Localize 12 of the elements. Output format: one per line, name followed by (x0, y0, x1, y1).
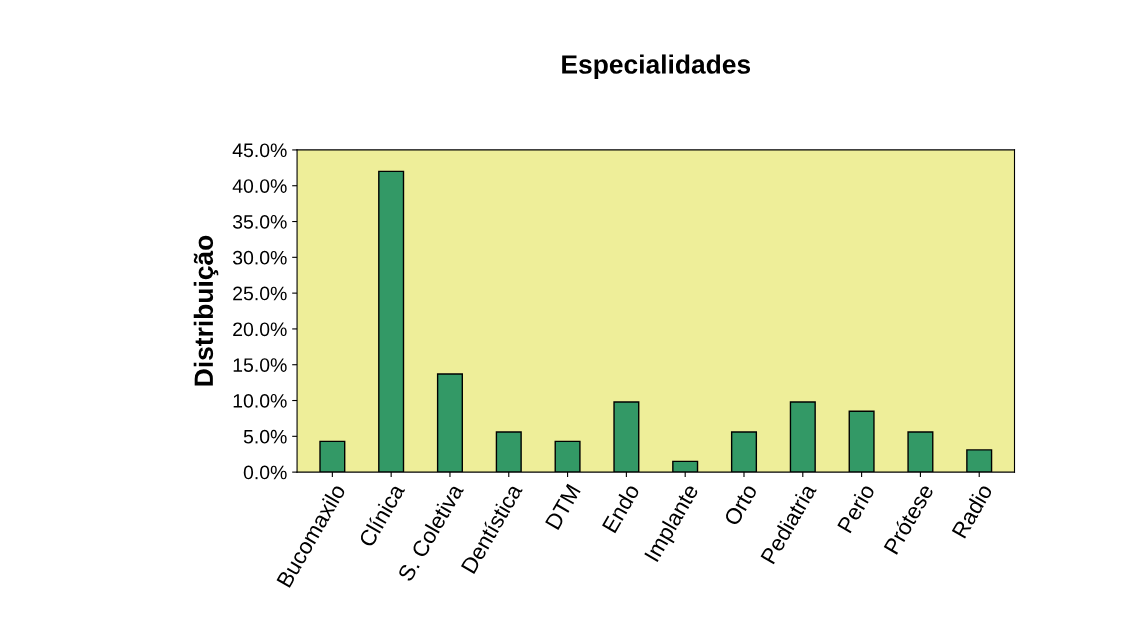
y-tick-label: 40.0% (232, 179, 287, 193)
y-tick-label: 45.0% (232, 143, 287, 158)
y-tick-label: 10.0% (233, 393, 287, 408)
chart-title: Especialidades (562, 54, 751, 80)
y-tick-label: 15.0% (233, 358, 287, 372)
y-tick-label: 35.0% (232, 215, 287, 229)
y-tick-label: 20.0% (233, 322, 287, 337)
y-tick-label: 25.0% (233, 286, 287, 301)
y-tick-label: 30.0% (232, 250, 287, 265)
y-tick-label: 5.0% (243, 429, 287, 444)
y-axis-title: Distribuição (193, 235, 219, 386)
y-tick-label: 0.0% (243, 465, 287, 480)
